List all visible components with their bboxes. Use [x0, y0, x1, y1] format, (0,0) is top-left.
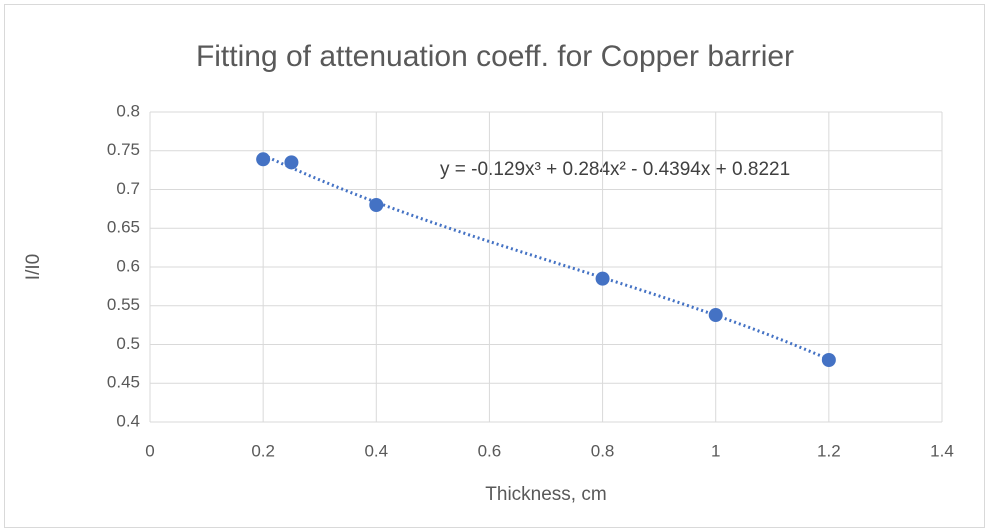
y-tick-label: 0.6 [116, 256, 140, 275]
y-tick-label: 0.8 [116, 101, 140, 120]
point [595, 271, 610, 286]
point [369, 198, 384, 212]
y-tick-label: 0.55 [107, 295, 140, 314]
y-axis-label: I/I0 [23, 254, 44, 280]
point [821, 353, 836, 367]
y-tick-label: 0.45 [107, 373, 140, 392]
y-tick-label: 0.5 [116, 334, 140, 353]
y-tick-label: 0.7 [116, 179, 140, 198]
x-tick-label: 0 [145, 441, 154, 460]
chart-title: Fitting of attenuation coeff. for Copper… [196, 40, 794, 73]
x-tick-label: 0.4 [364, 441, 388, 460]
x-tick-label: 0.6 [478, 441, 502, 460]
y-tick-label: 0.4 [116, 411, 140, 430]
x-tick-label: 1.2 [817, 441, 841, 460]
trendline-equation: y = -0.129x³ + 0.284x² - 0.4394x + 0.822… [440, 159, 790, 180]
x-axis-label: Thickness, cm [485, 484, 606, 505]
point [284, 155, 299, 170]
x-tick-label: 1.4 [930, 441, 954, 460]
y-tick-label: 0.75 [107, 140, 140, 159]
x-tick-label: 0.2 [251, 441, 275, 460]
x-tick-label: 0.8 [591, 441, 615, 460]
y-tick-label: 0.65 [107, 218, 140, 237]
point [708, 308, 723, 323]
point [256, 152, 271, 167]
trendline [262, 153, 830, 361]
x-tick-label: 1 [711, 441, 720, 460]
chart-border [4, 4, 985, 528]
